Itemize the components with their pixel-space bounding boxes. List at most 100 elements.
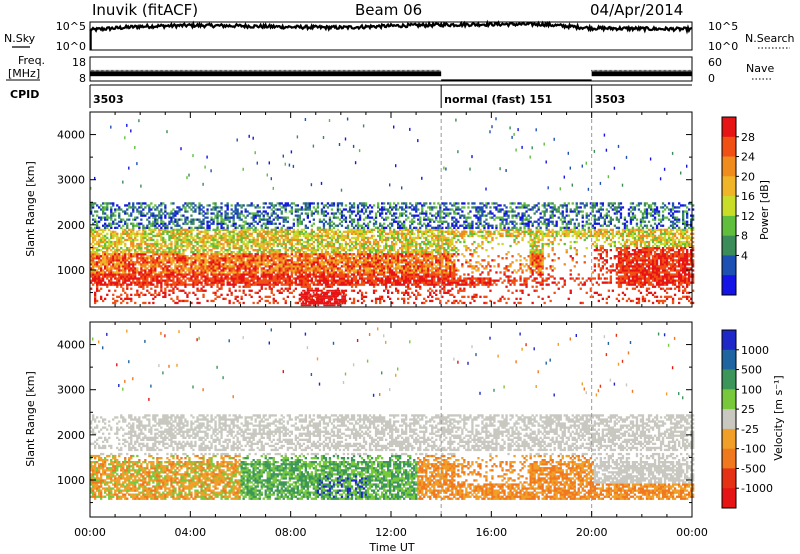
power-cell bbox=[247, 223, 249, 225]
power-cell bbox=[253, 137, 254, 140]
power-cell bbox=[365, 210, 367, 212]
power-cell bbox=[385, 271, 387, 273]
power-cell bbox=[273, 300, 275, 302]
power-cell bbox=[174, 265, 176, 267]
power-cell bbox=[241, 277, 243, 279]
power-cell bbox=[114, 273, 116, 275]
power-cell bbox=[146, 204, 148, 206]
power-cell bbox=[317, 271, 319, 273]
power-cell bbox=[291, 231, 293, 233]
power-cell bbox=[381, 280, 383, 282]
power-cell bbox=[363, 237, 365, 239]
power-cell bbox=[259, 296, 261, 298]
power-cell bbox=[243, 273, 245, 275]
power-cell bbox=[140, 243, 142, 245]
power-cell bbox=[339, 271, 341, 273]
power-cell bbox=[305, 253, 307, 255]
power-cell bbox=[345, 231, 347, 233]
power-cell bbox=[92, 284, 94, 286]
power-cell bbox=[371, 229, 373, 231]
power-cell bbox=[212, 292, 214, 294]
power-cell bbox=[194, 219, 196, 221]
power-cell bbox=[176, 277, 178, 279]
power-cell bbox=[100, 273, 102, 275]
power-cell bbox=[220, 219, 222, 221]
power-cell bbox=[132, 245, 134, 247]
power-cell bbox=[263, 215, 265, 217]
power-cell bbox=[281, 217, 283, 219]
power-cell bbox=[319, 273, 321, 275]
power-cell bbox=[261, 241, 263, 243]
power-cell bbox=[142, 251, 144, 253]
power-cell bbox=[148, 261, 150, 263]
power-cell bbox=[347, 210, 349, 212]
power-cell bbox=[198, 208, 200, 210]
power-cell bbox=[299, 241, 301, 243]
power-cell bbox=[231, 294, 233, 296]
power-cell bbox=[96, 265, 98, 267]
power-cell bbox=[154, 217, 156, 219]
power-cell bbox=[247, 235, 249, 237]
power-cell bbox=[383, 267, 385, 269]
power-cell bbox=[311, 253, 313, 255]
power-cell bbox=[162, 241, 164, 243]
power-cell bbox=[172, 273, 174, 275]
power-cell bbox=[267, 206, 269, 208]
power-cell bbox=[235, 255, 237, 257]
power-cell bbox=[152, 261, 154, 263]
power-cell bbox=[335, 249, 337, 251]
power-cell bbox=[377, 231, 379, 233]
power-cell bbox=[204, 269, 206, 271]
power-cell bbox=[345, 204, 347, 206]
power-cell bbox=[130, 239, 132, 241]
power-cell bbox=[184, 286, 186, 288]
power-cell bbox=[289, 239, 291, 241]
power-cell bbox=[259, 265, 261, 267]
power-cell bbox=[172, 215, 174, 217]
power-cell bbox=[287, 249, 289, 251]
power-cell bbox=[102, 237, 104, 239]
power-cell bbox=[184, 229, 186, 231]
power-cell bbox=[387, 239, 389, 241]
power-cell bbox=[373, 255, 375, 257]
power-cell bbox=[365, 247, 367, 249]
power-cell bbox=[196, 229, 198, 231]
power-cell bbox=[116, 204, 118, 206]
power-cell bbox=[367, 280, 369, 282]
power-cell bbox=[287, 235, 289, 237]
power-cell bbox=[222, 243, 224, 245]
power-cell bbox=[178, 208, 180, 210]
power-cell bbox=[251, 273, 253, 275]
power-cell bbox=[220, 221, 222, 223]
power-cell bbox=[275, 263, 277, 265]
power-cell bbox=[347, 233, 349, 235]
power-cell bbox=[116, 245, 118, 247]
power-cell bbox=[295, 235, 297, 237]
power-cell bbox=[231, 212, 233, 214]
power-cell bbox=[249, 255, 251, 257]
power-cell bbox=[237, 275, 239, 277]
power-cell bbox=[146, 239, 148, 241]
power-cell bbox=[345, 255, 347, 257]
power-cell bbox=[381, 269, 383, 271]
power-cell bbox=[373, 243, 375, 245]
power-cell bbox=[224, 265, 226, 267]
power-cell bbox=[206, 217, 208, 219]
power-cell bbox=[150, 263, 152, 265]
power-cell bbox=[178, 277, 180, 279]
power-cell bbox=[124, 269, 126, 271]
power-cell bbox=[377, 243, 379, 245]
power-cell bbox=[224, 273, 226, 275]
power-cell bbox=[224, 239, 226, 241]
power-cell bbox=[176, 296, 178, 298]
power-cell bbox=[92, 253, 94, 255]
power-cell bbox=[237, 253, 239, 255]
power-cell bbox=[299, 298, 301, 300]
power-cell bbox=[355, 255, 357, 257]
power-cell bbox=[341, 215, 343, 217]
power-cell bbox=[220, 217, 222, 219]
power-cell bbox=[124, 239, 126, 241]
power-cell bbox=[116, 208, 118, 210]
power-cell bbox=[174, 215, 176, 217]
power-cell bbox=[227, 215, 229, 217]
